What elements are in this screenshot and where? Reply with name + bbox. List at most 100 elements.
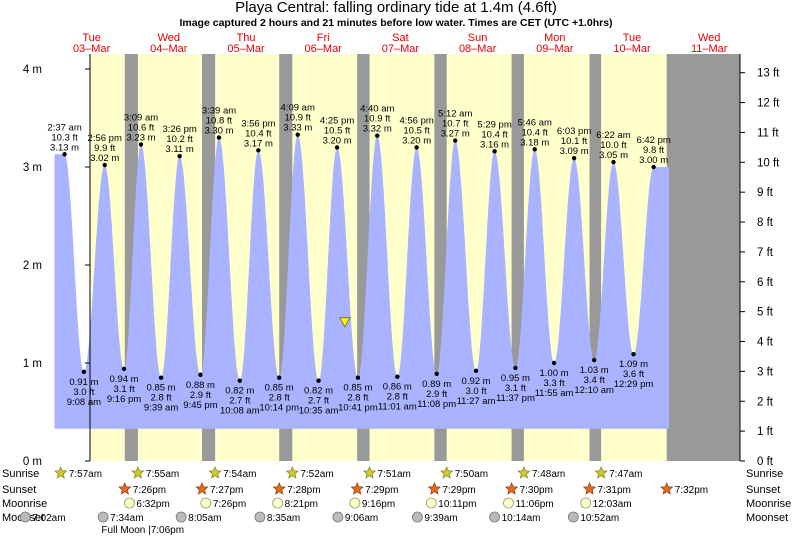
day-date: 03–Mar — [73, 43, 111, 55]
high-tide-point — [532, 147, 537, 152]
high-tide-ft: 10.7 ft — [442, 119, 469, 130]
left-tick-label: 1 m — [23, 358, 42, 370]
sunset-icon — [427, 481, 442, 495]
high-tide-point — [295, 132, 300, 137]
high-tide-ft: 9.8 ft — [643, 145, 664, 156]
high-tide-time: 3:26 pm — [162, 124, 196, 135]
moonrise-time: 8:21pm — [285, 499, 318, 510]
high-tide-point — [256, 148, 261, 153]
moonrise-icon — [349, 497, 361, 509]
right-tick-label: 6 ft — [757, 277, 774, 289]
day-date: 08–Mar — [459, 43, 497, 55]
high-tide-time: 5:46 am — [518, 117, 552, 128]
sunrise-time: 7:57am — [69, 469, 102, 480]
sunset-icon — [195, 481, 209, 495]
day-name: Tue — [82, 32, 101, 44]
high-tide-m: 3.32 m — [363, 124, 392, 135]
low-tide-m: 0.88 m — [186, 380, 215, 391]
low-tide-time: 11:08 pm — [417, 399, 456, 410]
low-tide-time: 9:45 pm — [183, 400, 217, 411]
high-tide-m: 3.20 m — [402, 135, 431, 146]
right-tick-label: 4 ft — [757, 337, 774, 349]
tide-area — [54, 134, 670, 429]
moonset-icon — [332, 511, 344, 523]
low-tide-m: 0.94 m — [110, 374, 139, 385]
day-date: 06–Mar — [305, 43, 343, 55]
high-tide-ft: 10.1 ft — [561, 136, 588, 147]
sunset-time: 7:28pm — [287, 485, 320, 496]
sunset-time: 7:27pm — [210, 485, 243, 496]
high-tide-time: 3:39 am — [202, 106, 236, 117]
low-tide-m: 0.82 m — [304, 386, 333, 397]
sunrise-icon — [594, 465, 608, 479]
high-tide-point — [453, 138, 458, 143]
low-tide-m: 0.92 m — [462, 376, 491, 387]
low-tide-point — [551, 360, 557, 366]
right-tick-label: 2 ft — [757, 396, 774, 408]
high-tide-point — [651, 164, 656, 170]
high-tide-time: 4:40 am — [360, 104, 394, 115]
row-label-right: Sunrise — [746, 468, 783, 480]
moonrise-icon — [272, 497, 284, 509]
sunset-time: 7:31pm — [598, 485, 631, 496]
high-tide-m: 3.17 m — [244, 138, 273, 149]
day-name: Sun — [468, 32, 488, 44]
moonrise-icon — [124, 497, 135, 509]
high-tide-ft: 10.6 ft — [128, 122, 155, 133]
high-tide-point — [571, 155, 577, 161]
left-tick-label: 4 m — [23, 64, 42, 76]
low-tide-point — [316, 378, 321, 383]
moonrise-icon — [503, 497, 514, 509]
moonset-time: 9:39am — [424, 513, 457, 524]
high-tide-ft: 10.4 ft — [481, 129, 508, 140]
high-tide-ft: 10.5 ft — [403, 125, 430, 136]
low-tide-m: 0.85 m — [343, 383, 372, 394]
low-tide-point — [513, 365, 518, 371]
right-tick-label: 8 ft — [757, 217, 774, 229]
right-tick-label: 12 ft — [757, 98, 780, 110]
low-tide-m: 0.95 m — [501, 373, 530, 384]
row-label-left: Sunrise — [2, 468, 39, 480]
low-tide-time: 10:14 pm — [259, 403, 299, 414]
high-tide-time: 4:09 am — [281, 103, 315, 114]
high-tide-time: 5:29 pm — [477, 119, 511, 130]
low-tide-point — [395, 374, 400, 379]
day-date: 10–Mar — [613, 43, 651, 55]
sunset-time: 7:30pm — [520, 485, 553, 496]
moonset-time: 7:02am — [32, 513, 65, 524]
high-tide-m: 3.02 m — [90, 153, 119, 164]
low-tide-point — [434, 371, 439, 376]
right-tick-label: 10 ft — [757, 157, 780, 169]
low-tide-time: 12:29 pm — [614, 379, 654, 390]
tide-points — [62, 132, 656, 383]
sunrise-time: 7:55am — [146, 469, 179, 480]
low-tide-point — [355, 375, 361, 380]
sunrise-icon — [517, 465, 531, 479]
low-tide-ft: 3.0 ft — [465, 386, 486, 397]
high-tide-m: 3.27 m — [441, 129, 470, 140]
moonset-icon — [254, 511, 266, 523]
high-tide-m: 3.11 m — [165, 144, 193, 155]
high-tide-time: 3:09 am — [124, 112, 158, 123]
sunset-time: 7:32pm — [675, 485, 708, 496]
low-tide-ft: 3.1 ft — [505, 383, 526, 394]
moonrise-icon — [580, 497, 592, 509]
day-date: 09–Mar — [536, 43, 574, 55]
moonset-time: 10:14am — [502, 513, 541, 524]
sunrise-icon — [131, 465, 145, 479]
sunrise-time: 7:51am — [378, 469, 411, 480]
low-tide-ft: 3.3 ft — [543, 378, 564, 389]
moonset-icon — [567, 511, 579, 523]
high-tide-point — [216, 135, 222, 140]
moonrise-icon — [200, 497, 212, 509]
moonrise-time: 10:11pm — [438, 499, 476, 510]
low-tide-m: 0.85 m — [147, 383, 176, 394]
high-tide-point — [414, 145, 419, 150]
moonrise-icon — [425, 497, 437, 509]
high-tide-ft: 10.4 ft — [522, 127, 549, 138]
low-tide-time: 10:41 pm — [338, 403, 378, 414]
row-label-right: Moonset — [746, 512, 788, 524]
low-tide-m: 0.91 m — [69, 377, 98, 388]
high-tide-time: 6:22 am — [596, 130, 630, 141]
high-tide-point — [611, 159, 616, 165]
